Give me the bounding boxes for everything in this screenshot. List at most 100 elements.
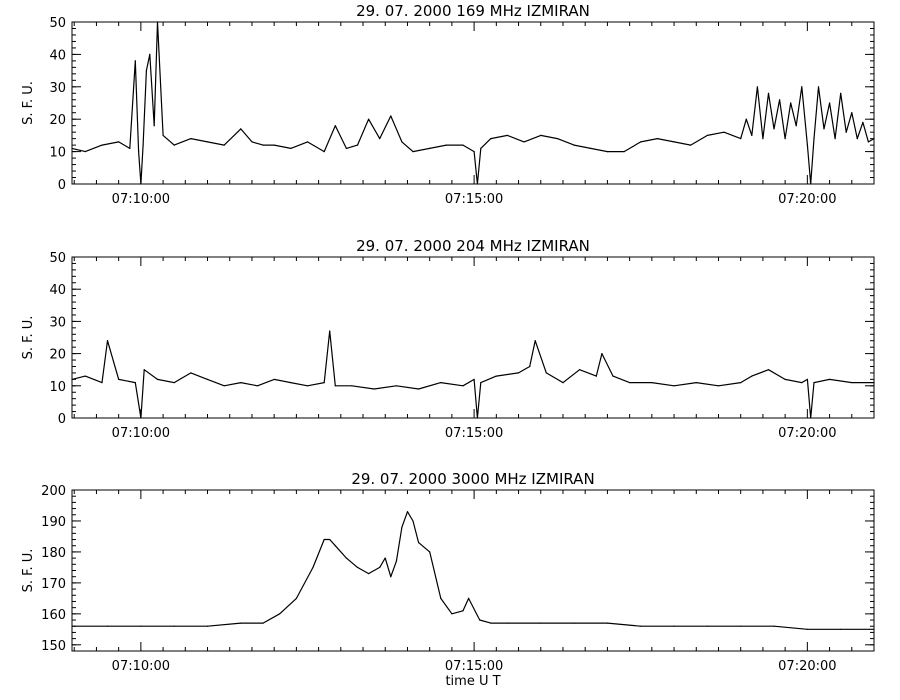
y-tick-label: 0 bbox=[58, 412, 66, 427]
data-point bbox=[240, 382, 242, 384]
data-point bbox=[418, 388, 420, 390]
data-point bbox=[579, 369, 581, 371]
data-point bbox=[106, 340, 109, 342]
data-point bbox=[829, 378, 831, 380]
data-point bbox=[829, 102, 831, 104]
data-point bbox=[143, 369, 145, 371]
data-point bbox=[751, 375, 753, 377]
y-axis-label: S. F. U. bbox=[21, 81, 36, 125]
y-tick-label: 190 bbox=[41, 515, 66, 530]
data-point bbox=[562, 382, 564, 384]
data-point bbox=[390, 115, 392, 117]
data-point bbox=[506, 134, 508, 136]
data-point bbox=[476, 183, 478, 185]
data-point bbox=[173, 625, 175, 627]
data-point bbox=[334, 125, 336, 127]
data-point bbox=[71, 625, 73, 627]
data-point bbox=[279, 613, 281, 615]
data-point bbox=[840, 628, 842, 630]
data-point bbox=[356, 144, 359, 146]
plot-frame bbox=[71, 21, 875, 185]
data-point bbox=[240, 622, 242, 624]
data-point bbox=[629, 382, 631, 384]
data-point bbox=[71, 147, 73, 149]
data-point bbox=[390, 576, 392, 578]
data-point bbox=[134, 60, 136, 62]
chart-title: 29. 07. 2000 3000 MHz IZMIRAN bbox=[351, 470, 594, 488]
data-point bbox=[476, 417, 478, 419]
data-point bbox=[138, 151, 140, 153]
data-point bbox=[140, 625, 142, 627]
data-point bbox=[490, 138, 492, 140]
data-point bbox=[673, 385, 675, 387]
data-point bbox=[173, 382, 175, 384]
data-point bbox=[173, 144, 175, 146]
data-point bbox=[767, 92, 770, 94]
x-tick-label: 07:10:00 bbox=[112, 426, 170, 441]
data-point bbox=[595, 375, 597, 377]
y-tick-label: 50 bbox=[49, 251, 66, 266]
data-point bbox=[395, 560, 397, 562]
data-point bbox=[462, 385, 464, 387]
data-point bbox=[412, 520, 414, 522]
y-tick-label: 10 bbox=[49, 380, 66, 395]
y-tick-label: 20 bbox=[49, 348, 66, 363]
y-tick-label: 180 bbox=[41, 546, 66, 561]
data-point bbox=[695, 382, 697, 384]
data-point bbox=[295, 597, 297, 600]
data-point bbox=[262, 622, 264, 624]
data-point bbox=[118, 378, 120, 380]
y-tick-label: 50 bbox=[49, 16, 66, 31]
data-point bbox=[540, 622, 542, 624]
data-point bbox=[540, 134, 542, 136]
data-point bbox=[149, 53, 151, 56]
data-point bbox=[206, 378, 209, 380]
data-point bbox=[656, 138, 659, 140]
chart-panel-1: 29. 07. 2000 169 MHz IZMIRAN S. F. U. 0 10 2… bbox=[21, 2, 875, 207]
data-point bbox=[71, 378, 73, 380]
data-point bbox=[545, 372, 547, 374]
data-point bbox=[462, 144, 464, 146]
y-tick-label: 40 bbox=[49, 48, 66, 63]
data-point bbox=[395, 385, 397, 387]
y-tick-label: 20 bbox=[49, 113, 66, 128]
data-point bbox=[840, 92, 842, 94]
series-line bbox=[71, 330, 874, 419]
data-point bbox=[84, 151, 86, 153]
data-point bbox=[368, 573, 370, 575]
data-point bbox=[762, 138, 764, 140]
data-point bbox=[223, 144, 225, 146]
x-tick-label: 07:10:00 bbox=[112, 659, 170, 674]
data-point bbox=[406, 511, 409, 513]
data-point bbox=[251, 141, 253, 143]
y-tick-label: 170 bbox=[41, 577, 66, 592]
data-point bbox=[845, 131, 847, 133]
data-point bbox=[379, 138, 381, 140]
data-point bbox=[323, 151, 325, 153]
data-point bbox=[773, 128, 775, 130]
data-point bbox=[323, 382, 325, 384]
data-point bbox=[440, 382, 442, 384]
series-line bbox=[71, 21, 875, 185]
data-point bbox=[156, 378, 159, 380]
data-point bbox=[851, 382, 853, 384]
data-point bbox=[834, 138, 836, 140]
data-point bbox=[345, 557, 347, 559]
plot-frame bbox=[71, 256, 875, 419]
data-point bbox=[873, 382, 875, 384]
data-point bbox=[462, 610, 464, 612]
y-tick-label: 160 bbox=[41, 608, 66, 623]
data-point bbox=[334, 385, 336, 387]
data-point bbox=[440, 597, 442, 600]
data-point bbox=[162, 134, 164, 136]
data-point bbox=[740, 625, 742, 627]
data-point bbox=[556, 138, 559, 140]
data-point bbox=[745, 118, 747, 120]
data-point bbox=[223, 385, 225, 387]
data-point bbox=[290, 382, 292, 384]
y-tick-label: 30 bbox=[49, 315, 66, 330]
data-point bbox=[118, 141, 120, 143]
data-point bbox=[373, 388, 375, 390]
data-point bbox=[401, 526, 403, 528]
